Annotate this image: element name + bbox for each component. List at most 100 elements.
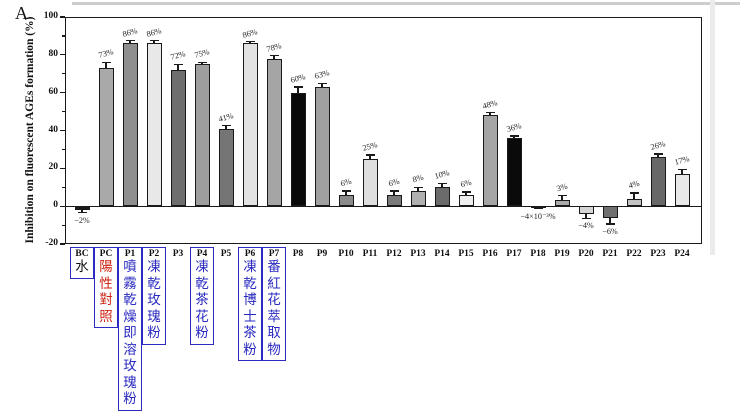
y-tick-mark [60,54,65,56]
x-tick-label-p5: P5 [220,249,232,259]
bar-p22 [626,198,642,207]
x-tick-label-p19: P19 [554,249,570,259]
error-bar-cap [533,207,543,209]
bar-p15 [458,194,474,207]
window-edge-strip [72,2,740,5]
y-tick-mark [60,243,65,245]
x-tick-label-p24: P24 [674,249,690,259]
y-tick-mark [60,167,65,169]
window-edge-strip-right [710,0,715,255]
x-tick-label-p1: P1 [124,249,136,259]
error-bar-line [345,191,347,195]
bar-bc [74,206,90,210]
annotation-text-bc: 水 [75,259,89,274]
annotation-box-p2: P2 凍 乾 玫 瑰 粉 [142,247,166,345]
y-minor-tick-mark [62,35,65,37]
x-tick-label-p9: P9 [316,249,328,259]
x-tick-label-p10: P10 [338,249,354,259]
error-bar-line [561,195,563,201]
error-bar-cap [629,192,639,194]
x-tick-label-p23: P23 [650,249,666,259]
error-bar-line [81,209,83,213]
x-tick-label-p2: P2 [148,249,160,259]
error-bar-line [465,191,467,195]
error-bar-cap [653,153,663,155]
error-bar-line [633,192,635,199]
y-tick-label: 80 [48,48,59,59]
error-bar-line [417,187,419,192]
y-minor-tick-mark [62,224,65,226]
x-tick-label-p17: P17 [506,249,522,259]
bar-p16 [482,115,498,207]
x-tick-label-p11: P11 [362,249,378,259]
bar-p21 [602,206,618,218]
annotation-text-p4: 凍 乾 茶 花 粉 [195,259,209,340]
y-tick-mark [60,92,65,94]
annotation-text-p2: 凍 乾 玫 瑰 粉 [147,259,161,340]
x-tick-label-p18: P18 [530,249,546,259]
error-bar-line [321,83,323,87]
y-tick-mark [60,205,65,207]
error-bar-cap [389,190,399,192]
bar-value-label: −2% [74,215,90,225]
error-bar-cap [317,82,327,84]
bar-p2 [146,43,162,207]
y-tick-label: 0 [53,200,58,211]
error-bar-line [129,40,131,44]
error-bar-line [369,155,371,159]
bar-p14 [434,187,450,207]
error-bar-cap [77,212,87,214]
bar-p17 [506,138,522,207]
error-bar-cap [269,55,279,57]
bar-p3 [170,69,186,207]
error-bar-line [513,136,515,139]
bar-p11 [362,158,378,207]
x-tick-label-bc: BC [75,249,89,259]
error-bar-cap [437,182,447,185]
error-bar-cap [293,86,303,88]
bar-pc [98,68,114,207]
bar-p13 [410,191,426,207]
bar-p20 [578,206,594,214]
y-tick-label: 100 [43,11,58,21]
error-bar-line [273,55,275,59]
x-tick-label-p4: P4 [196,249,208,259]
y-tick-label: 60 [48,86,59,97]
error-bar-line [609,217,611,225]
annotation-text-p1: 噴 霧 乾 燥 即 溶 玫 瑰 粉 [123,259,137,406]
error-bar-line [249,41,251,44]
error-bar-cap [341,190,351,192]
error-bar-cap [677,168,687,170]
error-bar-cap [509,135,519,137]
error-bar-line [441,183,443,188]
annotation-box-p4: P4 凍 乾 茶 花 粉 [190,247,214,345]
error-bar-line [153,40,155,44]
error-bar-cap [221,125,231,127]
x-tick-label-p21: P21 [602,249,618,259]
x-tick-label-p12: P12 [386,249,402,259]
error-bar-cap [557,195,567,197]
panel-label: A [15,3,28,23]
annotation-box-p7: P7 番 紅 花 萃 取 物 [262,247,286,361]
y-tick-label: 20 [48,162,59,173]
bar-p5 [218,128,234,207]
error-bar-cap [581,217,591,220]
error-bar-cap [149,39,159,42]
error-bar-line [177,64,179,70]
bar-value-label: −6% [602,227,618,237]
annotation-box-p6: P6 凍 乾 博 士 茶 粉 [238,247,262,361]
bar-p12 [386,194,402,207]
error-bar-line [297,86,299,93]
annotation-text-p6: 凍 乾 博 士 茶 粉 [243,259,257,357]
x-tick-label-p7: P7 [268,249,280,259]
annotation-box-p1: P1 噴 霧 乾 燥 即 溶 玫 瑰 粉 [118,247,142,411]
y-minor-tick-mark [62,148,65,151]
error-bar-cap [173,63,183,65]
plot-area [65,17,702,244]
y-minor-tick-mark [62,186,65,188]
annotation-box-bc: BC 水 [70,247,94,279]
bar-value-label: −4% [578,221,594,231]
bar-p24 [674,174,690,207]
bar-p1 [122,43,138,207]
